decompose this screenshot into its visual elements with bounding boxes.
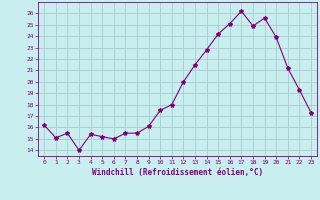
X-axis label: Windchill (Refroidissement éolien,°C): Windchill (Refroidissement éolien,°C) bbox=[92, 168, 263, 177]
